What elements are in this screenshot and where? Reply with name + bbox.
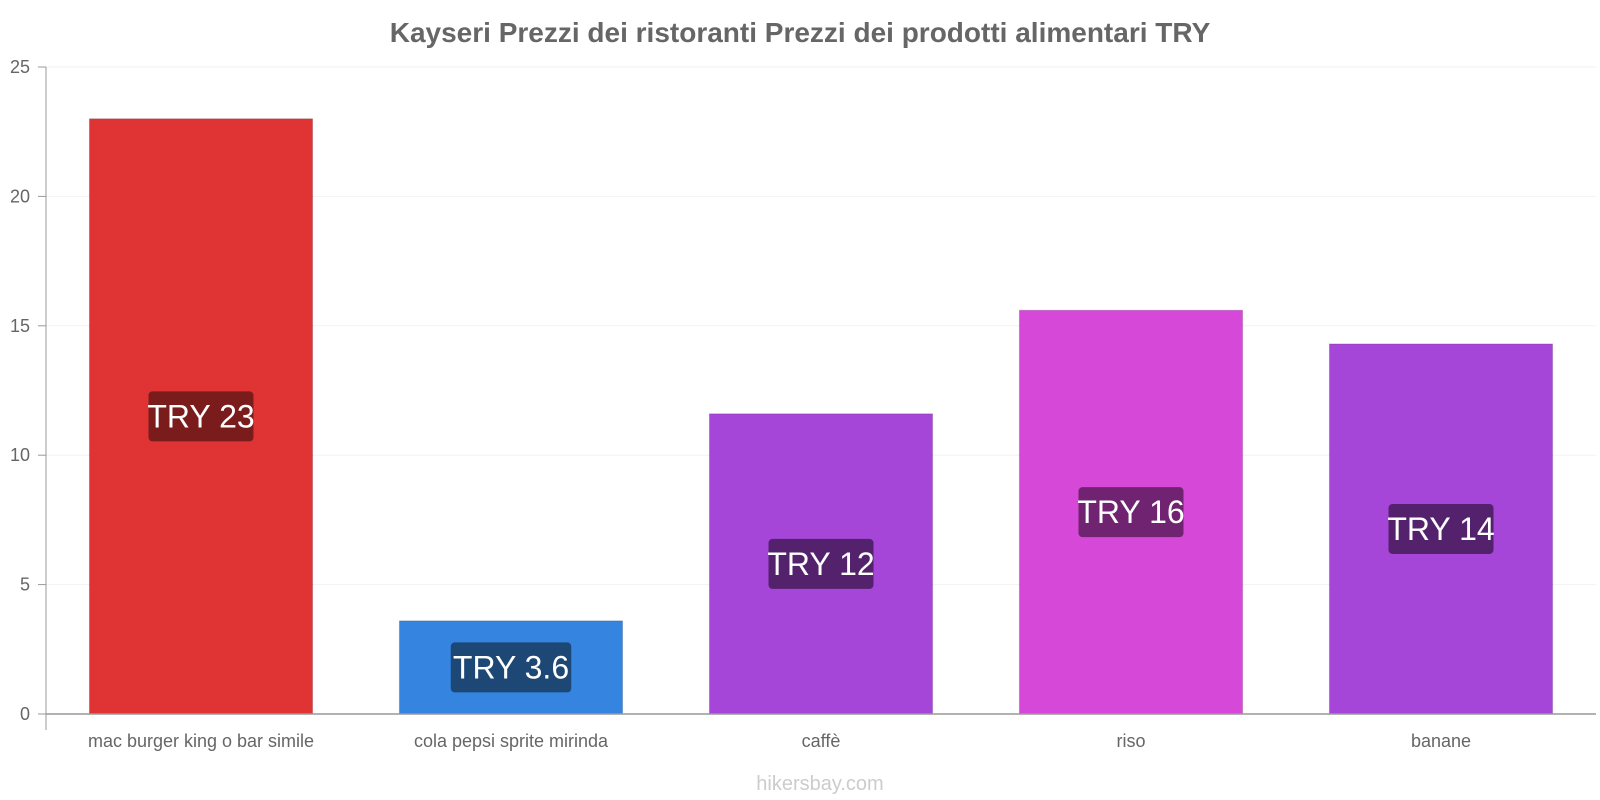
x-tick-label: banane xyxy=(1411,731,1471,751)
chart-title: Kayseri Prezzi dei ristoranti Prezzi dei… xyxy=(390,17,1211,48)
source-watermark[interactable]: hikersbay.com xyxy=(756,773,883,795)
x-tick-label: caffè xyxy=(802,731,841,751)
y-tick-label: 0 xyxy=(20,704,30,724)
data-label: TRY 3.6 xyxy=(453,649,569,685)
data-label: TRY 14 xyxy=(1387,511,1494,547)
bars xyxy=(88,118,1554,715)
bar[interactable] xyxy=(708,413,934,715)
y-tick-label: 25 xyxy=(10,57,30,77)
data-labels: TRY 23 TRY 3.6 TRY 12 TRY 16 TRY 14 xyxy=(147,391,1495,693)
data-label: TRY 12 xyxy=(767,546,874,582)
x-tick-label: cola pepsi sprite mirinda xyxy=(414,731,609,751)
x-tick-label: riso xyxy=(1116,731,1145,751)
data-label-box xyxy=(1388,503,1494,554)
x-tick-label: mac burger king o bar simile xyxy=(88,731,314,751)
data-label: TRY 23 xyxy=(147,398,254,434)
data-label-box xyxy=(450,642,572,693)
x-axis: mac burger king o bar simile cola pepsi s… xyxy=(46,713,1596,751)
y-tick-label: 5 xyxy=(20,575,30,595)
data-label-box xyxy=(768,538,874,589)
y-tick-label: 10 xyxy=(10,445,30,465)
data-label-box xyxy=(1078,487,1184,538)
y-tick-label: 15 xyxy=(10,316,30,336)
y-tick-label: 20 xyxy=(10,186,30,206)
data-label-box xyxy=(148,391,254,442)
y-axis: 0 5 10 15 20 25 xyxy=(10,57,47,730)
data-label: TRY 16 xyxy=(1077,494,1184,530)
